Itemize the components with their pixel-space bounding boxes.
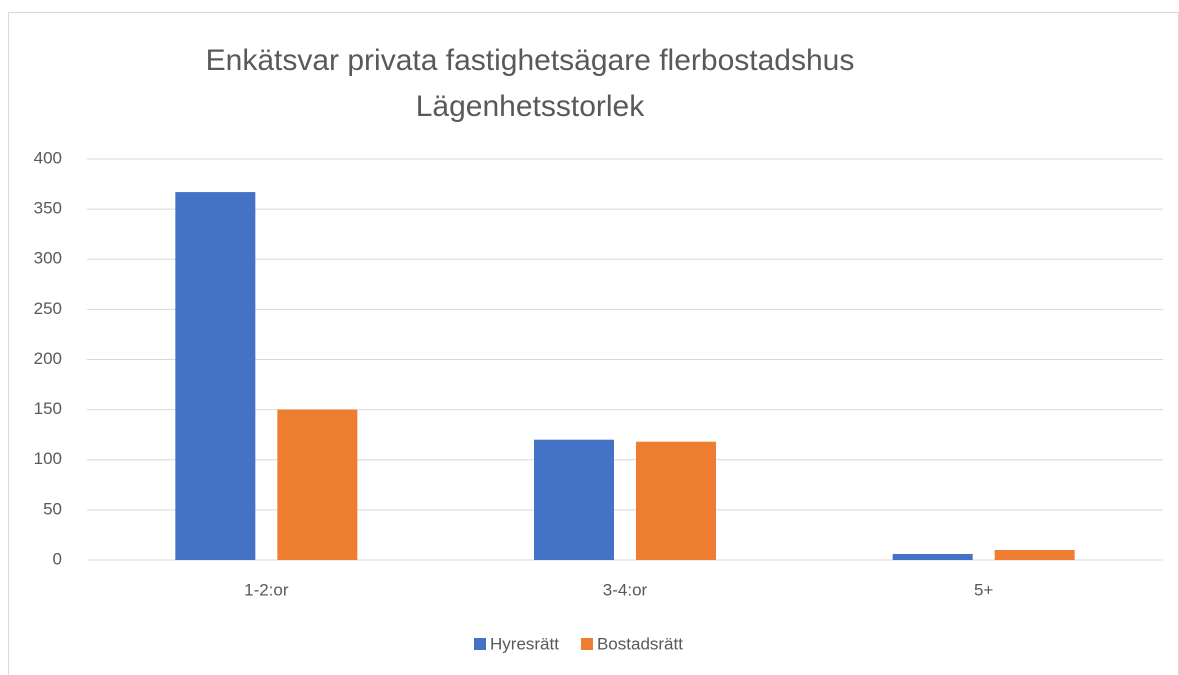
legend-label: Bostadsrätt xyxy=(597,634,683,653)
y-tick-label: 350 xyxy=(34,199,62,218)
bar xyxy=(636,441,716,560)
y-tick-label: 200 xyxy=(34,349,62,368)
y-tick-label: 250 xyxy=(34,299,62,318)
bar xyxy=(994,549,1075,560)
y-tick-label: 0 xyxy=(53,549,62,568)
y-tick-label: 400 xyxy=(34,148,62,167)
y-tick-label: 300 xyxy=(34,249,62,268)
x-tick-label: 1-2:or xyxy=(244,580,289,599)
y-tick-label: 150 xyxy=(34,399,62,418)
legend-swatch xyxy=(474,638,486,650)
legend-label: Hyresrätt xyxy=(490,634,559,653)
chart-title: Enkätsvar privata fastighetsägare flerbo… xyxy=(206,44,855,77)
bar xyxy=(277,409,358,560)
bar xyxy=(892,553,973,560)
bar xyxy=(534,439,614,560)
y-tick-label: 100 xyxy=(34,449,62,468)
x-tick-label: 5+ xyxy=(974,580,993,599)
legend-swatch xyxy=(580,638,593,650)
x-tick-label: 3-4:or xyxy=(603,580,648,599)
chart-subtitle: Lägenhetsstorlek xyxy=(416,90,645,123)
bar xyxy=(175,192,256,560)
y-tick-label: 50 xyxy=(43,499,62,518)
